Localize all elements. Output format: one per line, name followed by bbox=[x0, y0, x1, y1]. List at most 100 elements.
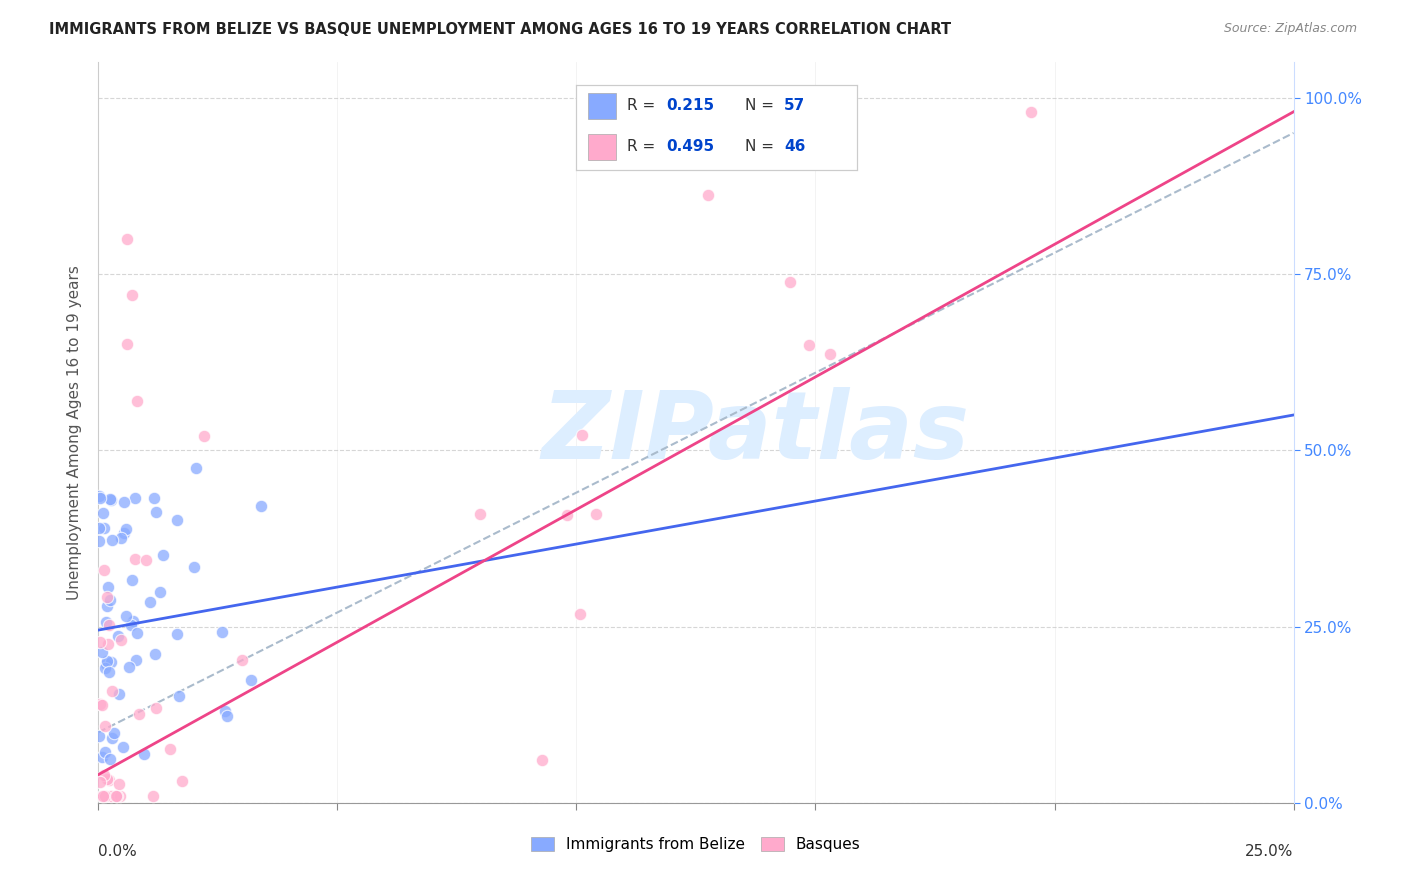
Point bbox=[100, 655, 122, 669]
Point bbox=[101, 683, 124, 698]
Point bbox=[96, 599, 118, 613]
Point bbox=[249, 499, 271, 513]
Point bbox=[239, 673, 262, 687]
Point bbox=[89, 634, 111, 648]
Point bbox=[93, 521, 115, 535]
Point bbox=[571, 427, 593, 442]
Point bbox=[94, 661, 117, 675]
Point bbox=[90, 789, 112, 803]
Point bbox=[89, 520, 111, 534]
Point bbox=[96, 657, 118, 671]
Point bbox=[105, 789, 128, 803]
Point bbox=[169, 690, 191, 704]
Point bbox=[124, 491, 146, 505]
Point bbox=[89, 698, 111, 712]
Point bbox=[94, 789, 117, 803]
Point bbox=[211, 625, 233, 640]
Point bbox=[166, 513, 188, 527]
Point bbox=[145, 505, 167, 519]
Point bbox=[115, 232, 138, 246]
Point bbox=[101, 533, 124, 548]
Point bbox=[101, 731, 124, 745]
Point bbox=[97, 772, 120, 787]
Point bbox=[215, 709, 238, 723]
Point bbox=[103, 725, 125, 739]
Point bbox=[93, 768, 115, 782]
Point bbox=[108, 789, 131, 803]
Point bbox=[89, 729, 111, 743]
Point bbox=[107, 629, 129, 643]
Point bbox=[90, 645, 112, 659]
Point bbox=[89, 491, 111, 506]
Point bbox=[128, 707, 150, 722]
Point bbox=[585, 507, 607, 521]
Point bbox=[110, 632, 132, 647]
Point bbox=[98, 665, 121, 679]
Point bbox=[96, 772, 118, 786]
Point bbox=[531, 753, 554, 767]
Point bbox=[120, 618, 142, 632]
Point bbox=[121, 288, 143, 302]
Point bbox=[94, 718, 117, 732]
Point bbox=[127, 626, 149, 640]
Point bbox=[124, 551, 146, 566]
Point bbox=[96, 654, 118, 668]
Point bbox=[110, 531, 132, 545]
Point bbox=[97, 637, 120, 651]
Point bbox=[105, 789, 128, 803]
Point bbox=[142, 491, 165, 505]
Point bbox=[118, 660, 141, 674]
Point bbox=[115, 522, 138, 536]
Point bbox=[135, 553, 157, 567]
Text: IMMIGRANTS FROM BELIZE VS BASQUE UNEMPLOYMENT AMONG AGES 16 TO 19 YEARS CORRELAT: IMMIGRANTS FROM BELIZE VS BASQUE UNEMPLO… bbox=[49, 22, 952, 37]
Point bbox=[91, 789, 114, 803]
Point bbox=[98, 752, 121, 766]
Point bbox=[96, 615, 118, 629]
Text: Source: ZipAtlas.com: Source: ZipAtlas.com bbox=[1223, 22, 1357, 36]
Text: 25.0%: 25.0% bbox=[1246, 844, 1294, 858]
Point bbox=[96, 590, 118, 604]
Point bbox=[111, 739, 134, 754]
Point bbox=[159, 741, 181, 756]
Point bbox=[94, 745, 117, 759]
Point bbox=[145, 701, 167, 715]
Point bbox=[152, 548, 174, 562]
Point bbox=[89, 489, 111, 503]
Y-axis label: Unemployment Among Ages 16 to 19 years: Unemployment Among Ages 16 to 19 years bbox=[67, 265, 83, 600]
Point bbox=[90, 749, 112, 764]
Point bbox=[125, 653, 148, 667]
Point bbox=[97, 617, 120, 632]
Point bbox=[112, 495, 135, 509]
Point bbox=[97, 580, 120, 594]
Point bbox=[149, 585, 172, 599]
Point bbox=[797, 338, 820, 352]
Legend: Immigrants from Belize, Basques: Immigrants from Belize, Basques bbox=[526, 830, 866, 858]
Text: 0.0%: 0.0% bbox=[98, 844, 138, 858]
Point bbox=[108, 777, 131, 791]
Point bbox=[214, 704, 236, 718]
Point bbox=[568, 607, 591, 621]
Point bbox=[122, 614, 145, 628]
Point bbox=[820, 346, 842, 360]
Point bbox=[98, 593, 121, 607]
Point bbox=[231, 653, 253, 667]
Point bbox=[1019, 104, 1042, 119]
Point bbox=[93, 562, 115, 576]
Point bbox=[468, 507, 491, 521]
Point bbox=[779, 275, 801, 289]
Point bbox=[125, 393, 148, 408]
Point bbox=[142, 789, 165, 803]
Point bbox=[115, 609, 138, 624]
Point bbox=[115, 337, 138, 351]
Point bbox=[170, 774, 193, 789]
Point bbox=[183, 560, 205, 574]
Point bbox=[138, 595, 160, 609]
Point bbox=[100, 789, 122, 803]
Point bbox=[186, 461, 208, 475]
Point bbox=[143, 647, 166, 661]
Point bbox=[98, 491, 121, 506]
Point bbox=[134, 747, 156, 761]
Point bbox=[91, 506, 114, 520]
Point bbox=[90, 698, 112, 712]
Point bbox=[555, 508, 578, 522]
